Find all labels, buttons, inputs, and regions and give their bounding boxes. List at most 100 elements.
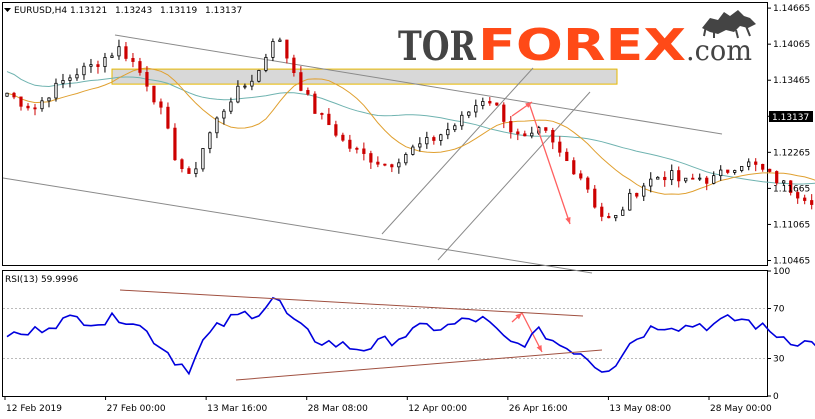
candle-body [411,146,415,155]
x-tick-label: 13 Mar 16:00 [207,404,267,414]
arrow-shaft [528,102,571,225]
candle-body [33,107,37,110]
y-tick-label: 1.11665 [773,184,810,194]
candle-body [194,168,198,174]
arrow-head [536,345,542,352]
candle-body [82,65,86,76]
candle [159,98,163,115]
candle [131,53,135,68]
candle [474,99,478,118]
candle-body [509,121,513,133]
candle-body [453,125,457,131]
candle-body [54,82,58,99]
channel-line [2,177,593,274]
torforex-logo: TOR FOREX .com [398,10,756,71]
arrow-head [565,217,571,224]
channel-line [437,91,591,261]
candle [761,163,765,172]
candle-body [334,124,338,136]
candle-body [257,70,261,82]
candle-body [40,100,44,110]
candle-body [369,153,373,163]
candle-body [607,216,611,219]
symbol-header: EURUSD,H4 1.13121 1.13243 1.13119 1.1313… [4,6,242,16]
candle-body [593,188,597,208]
candle-body [348,139,352,149]
candle-body [488,101,492,104]
triangle-down-icon[interactable] [4,8,11,12]
candle-body [432,137,436,141]
candle-body [481,101,485,106]
candle [565,148,569,162]
y-tick-label: 1.13465 [773,76,810,86]
candle-body [208,132,212,149]
rsi-y-tick-label: 30 [773,355,785,365]
candle [110,52,114,59]
arrow-head [525,102,532,108]
candle-body [670,170,674,181]
candle-body [726,169,730,173]
candle [803,194,807,205]
candle [768,168,772,173]
bull-bear-icon [702,10,756,39]
candle-body [677,170,681,182]
candle-body [138,61,142,73]
candle [712,171,716,185]
candle-body [201,148,205,170]
candle [432,135,436,145]
candle [292,54,296,77]
candle [418,137,422,152]
forecast-arrow-up [511,101,533,117]
candle-body [551,129,555,143]
candle-body [460,114,464,127]
resistance-zone-layer [111,68,618,85]
candle [642,182,646,201]
candle-body [642,185,646,197]
candle-body [110,55,114,58]
candle [544,127,548,133]
candle [614,214,618,222]
candle-body [96,64,100,67]
candle-body [306,90,310,95]
candle [320,112,324,120]
ohlc-open: 1.13121 [70,6,107,16]
candle [264,53,268,73]
candle-body [12,92,16,98]
candle-body [719,169,723,177]
candle [600,202,604,222]
candle-body [327,113,331,126]
candle-body [733,170,737,173]
candle-body [628,192,632,211]
candle [635,192,639,199]
logo-com: .com [686,34,752,67]
candle-body [355,147,359,150]
candle [194,161,198,178]
candle [607,212,611,219]
candle-body [271,40,275,58]
candle-body [404,154,408,164]
candle-body [474,105,478,113]
channel-lines-layer [2,34,723,274]
candle-body [775,171,779,184]
candle [75,68,79,81]
candle [376,156,380,168]
ohlc-close: 1.13137 [205,6,242,16]
resistance-zone [111,68,618,85]
candle-body [649,178,653,187]
channel-line [381,67,534,235]
candle [495,102,499,107]
candle [404,152,408,166]
candle [523,130,527,137]
candle [257,69,261,83]
candle [530,126,534,139]
candle [390,163,394,173]
candle [586,176,590,193]
candle [516,128,520,141]
candle-body [26,105,30,109]
candle-body [754,161,758,165]
candle-body [236,85,240,103]
candle-body [796,192,800,199]
candle [684,177,688,184]
candle-body [397,162,401,168]
rsi-y-tick-label: 70 [773,305,785,315]
